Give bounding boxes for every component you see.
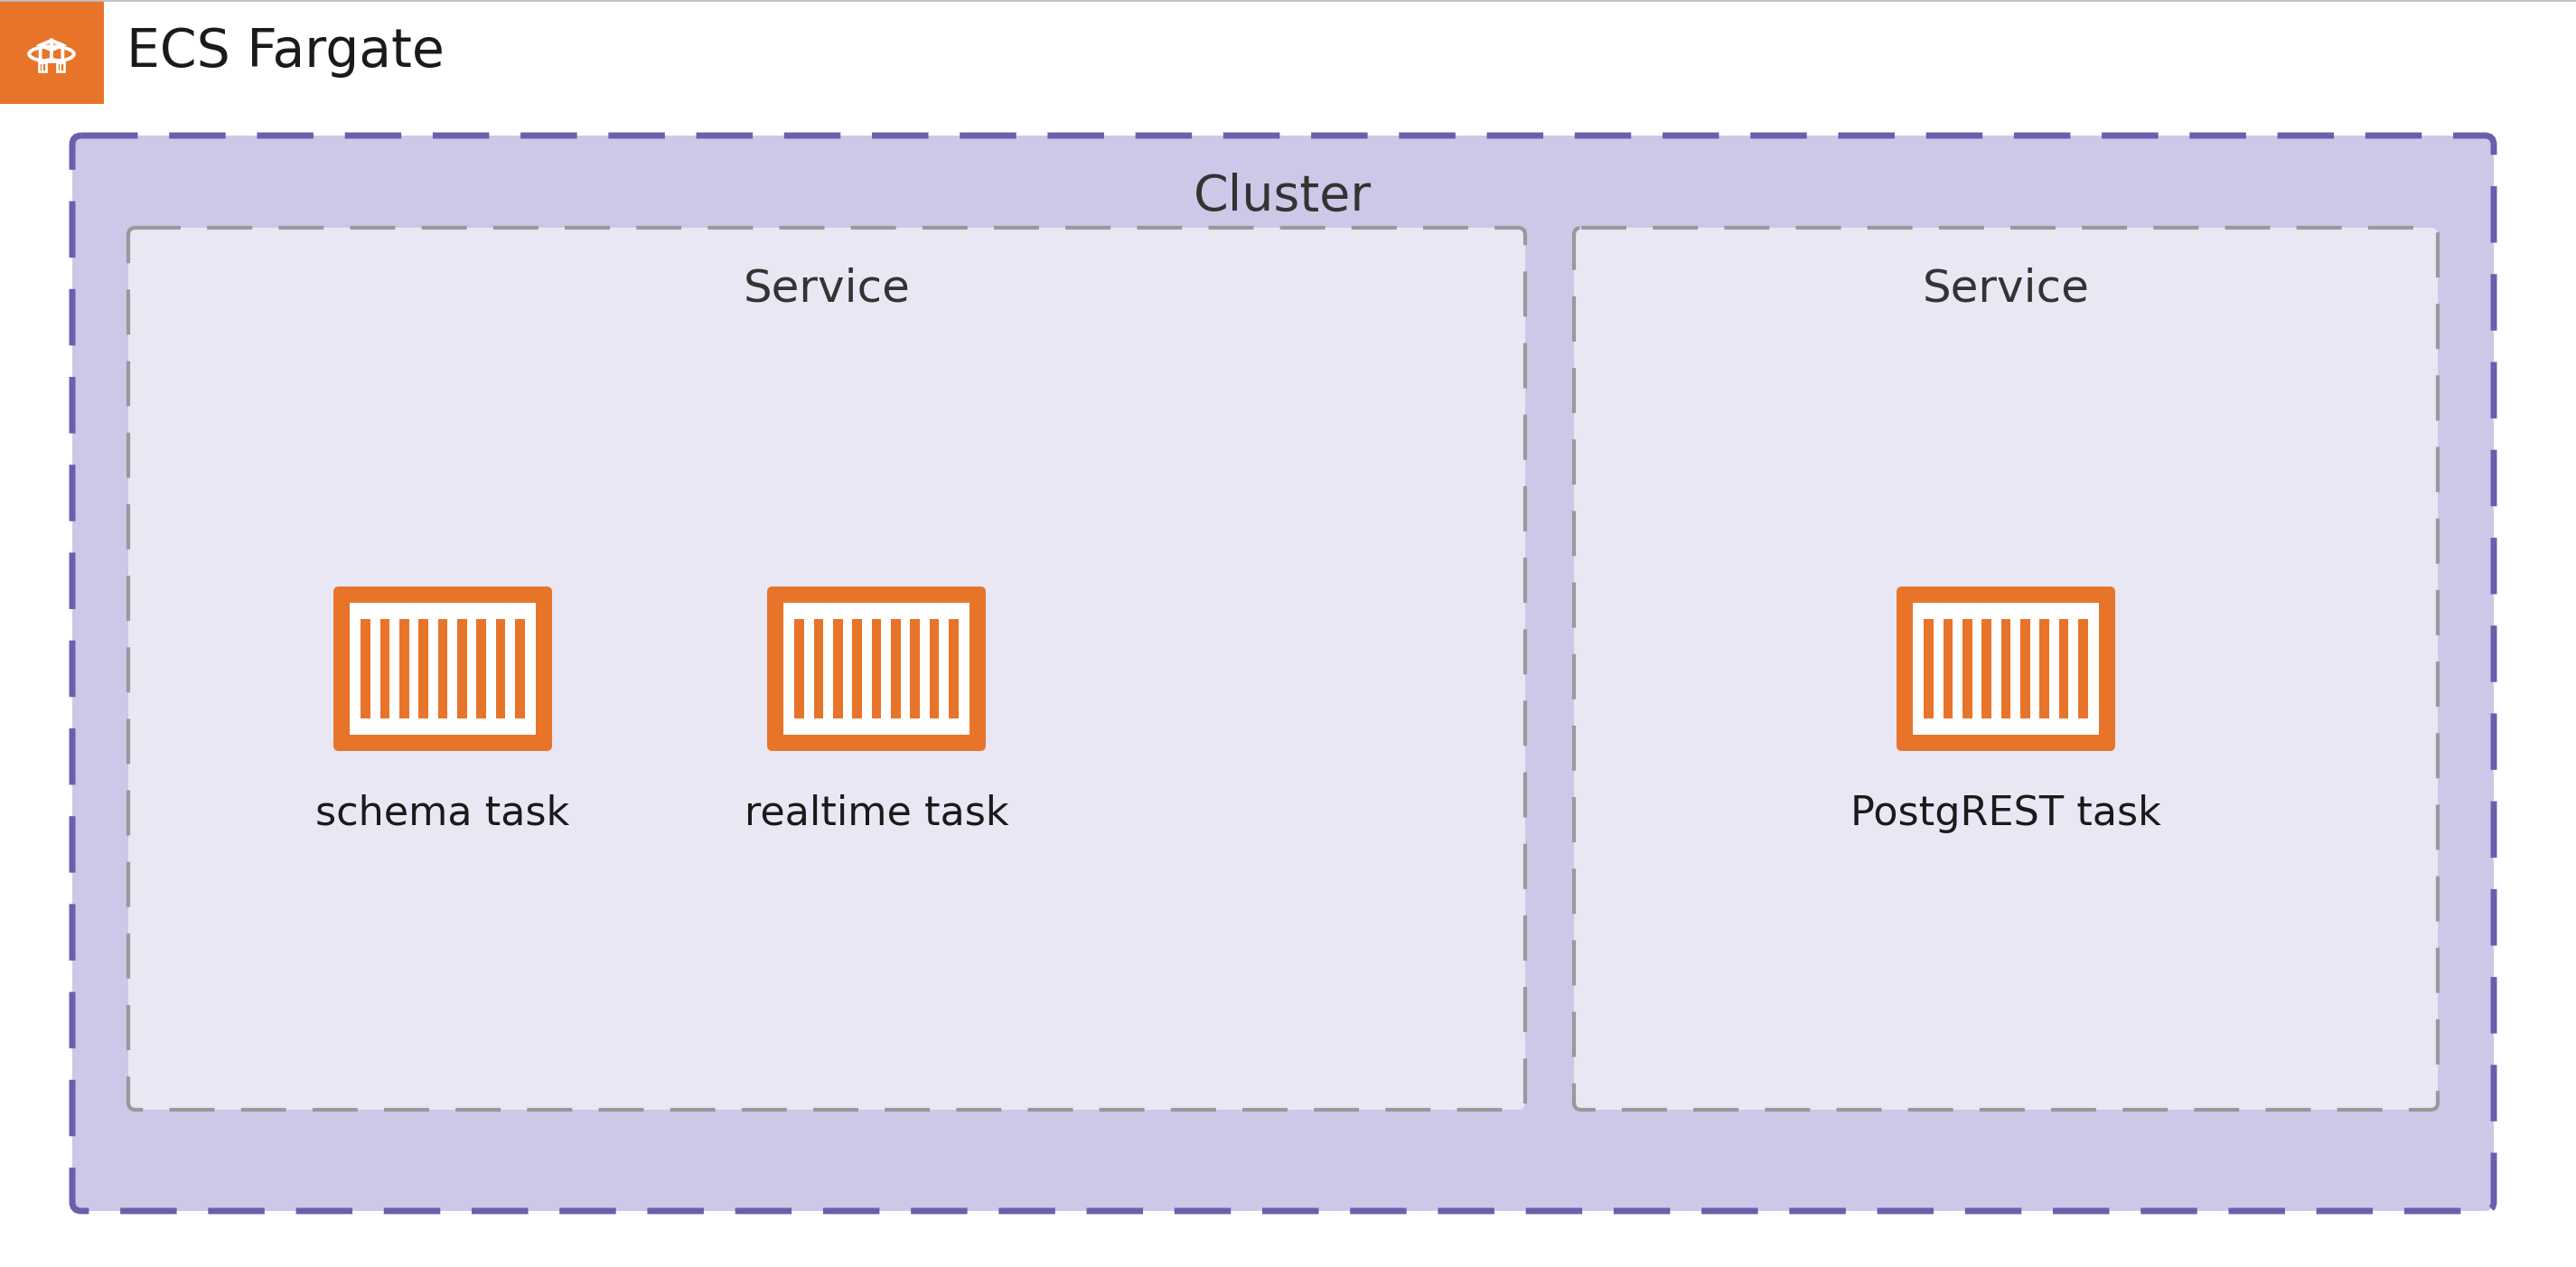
FancyBboxPatch shape [1574,228,2437,1110]
Bar [2020,620,2030,718]
Bar [2079,620,2087,718]
Bar [1981,620,1991,718]
FancyBboxPatch shape [1914,603,2099,735]
Bar [1924,620,1935,718]
Bar [1942,620,1953,718]
FancyBboxPatch shape [72,136,2494,1211]
Text: Service: Service [744,267,909,310]
Bar [381,620,389,718]
FancyBboxPatch shape [350,603,536,735]
Bar [909,620,920,718]
Bar [2040,620,2050,718]
Bar [930,620,940,718]
Bar [891,620,902,718]
Text: PostgREST task: PostgREST task [1850,794,2161,832]
Bar [814,620,824,718]
FancyBboxPatch shape [332,587,551,751]
Bar [515,620,526,718]
Bar [495,620,505,718]
Bar [477,620,487,718]
FancyBboxPatch shape [768,587,987,751]
Bar [853,620,863,718]
FancyBboxPatch shape [783,603,969,735]
Bar [456,620,466,718]
Bar [793,620,804,718]
Bar [2002,620,2012,718]
Bar [0,0,103,104]
FancyBboxPatch shape [1896,587,2115,751]
Bar [361,620,371,718]
Bar [2058,620,2069,718]
Bar [438,620,448,718]
Bar [420,620,428,718]
Text: Cluster: Cluster [1193,172,1373,222]
Bar [399,620,410,718]
Text: realtime task: realtime task [744,794,1010,832]
Text: Service: Service [1922,267,2089,310]
Text: schema task: schema task [317,794,569,832]
Bar [832,620,842,718]
FancyBboxPatch shape [129,228,1525,1110]
Bar [948,620,958,718]
Bar [871,620,881,718]
Bar [1963,620,1973,718]
Text: ECS Fargate: ECS Fargate [126,25,446,77]
